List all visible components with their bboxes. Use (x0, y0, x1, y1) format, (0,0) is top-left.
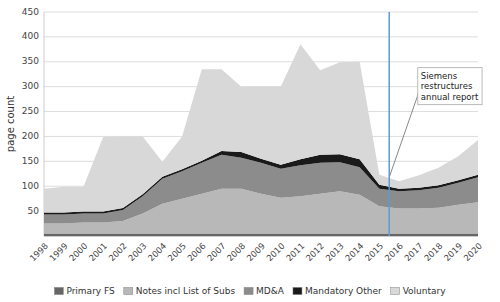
vertical-line (388, 12, 390, 236)
x-tick-label: 2018 (422, 241, 444, 263)
x-tick-label: 2005 (166, 241, 188, 263)
grid-line (44, 61, 478, 62)
x-tick-label: 2016 (383, 241, 405, 263)
area (44, 234, 478, 236)
x-tick-label: 1998 (28, 241, 50, 263)
y-tick-label: 400 (22, 31, 39, 41)
x-tick-label: 2006 (185, 241, 207, 263)
y-tick-label: 350 (22, 56, 39, 66)
x-tick-label: 2008 (225, 241, 247, 263)
x-tick-label: 2010 (264, 241, 286, 263)
x-tick-label: 2013 (323, 241, 345, 263)
y-tick-label: 100 (22, 181, 39, 191)
legend-label: Voluntary (403, 286, 447, 296)
legend-label: MD&A (256, 286, 285, 296)
annotation-line: restructures (421, 81, 473, 91)
legend-swatch (124, 287, 133, 294)
legend-label: Notes incl List of Subs (136, 286, 236, 296)
x-tick-label: 2004 (146, 241, 168, 263)
y-tick-label: 250 (22, 106, 39, 116)
areas (44, 44, 478, 236)
annotation-line: annual report (421, 92, 479, 102)
y-tick-label: 150 (22, 156, 39, 166)
x-tick-label: 2011 (284, 241, 306, 263)
x-tick-label: 2009 (245, 241, 267, 263)
y-tick-label: 300 (22, 81, 39, 91)
legend-swatch (293, 287, 302, 294)
y-tick-label: 200 (22, 131, 39, 141)
x-tick-label: 2007 (205, 241, 227, 263)
legend-label: Primary FS (66, 286, 115, 296)
x-tick-label: 2003 (126, 241, 148, 263)
legend-swatch (244, 287, 253, 294)
annotation-connector (389, 87, 421, 178)
y-axis-label: page count (5, 96, 16, 152)
x-tick-label: 2019 (442, 241, 464, 263)
x-tick-label: 2017 (402, 241, 424, 263)
area (44, 44, 478, 212)
x-tick-label: 2014 (343, 241, 365, 263)
x-tick-label: 1999 (47, 241, 69, 263)
legend-swatch (391, 287, 400, 294)
annotation-text: Siemensrestructuresannual report (421, 71, 479, 102)
axes: 5010015020025030035040045019981999200020… (22, 7, 484, 264)
x-tick-label: 2012 (304, 241, 326, 263)
x-tick-label: 2002 (106, 241, 128, 263)
y-tick-label: 450 (22, 7, 39, 17)
legend-swatch (54, 287, 63, 294)
x-tick-label: 2015 (363, 241, 385, 263)
x-tick-label: 2000 (67, 241, 89, 263)
x-tick-label: 2020 (462, 241, 484, 263)
legend: Primary FS Notes incl List of Subs MD&A Man… (54, 286, 446, 296)
annotation-line: Siemens (421, 71, 458, 81)
vlines (389, 12, 390, 236)
grid-line (44, 36, 478, 37)
grid-line (44, 12, 478, 13)
y-tick-label: 50 (28, 206, 40, 216)
annotations: Siemensrestructuresannual report (389, 68, 482, 178)
annotation-box (418, 68, 482, 105)
x-tick-label: 2001 (87, 241, 109, 263)
chart: 5010015020025030035040045019981999200020… (0, 0, 500, 302)
legend-label: Mandatory Other (305, 286, 382, 296)
